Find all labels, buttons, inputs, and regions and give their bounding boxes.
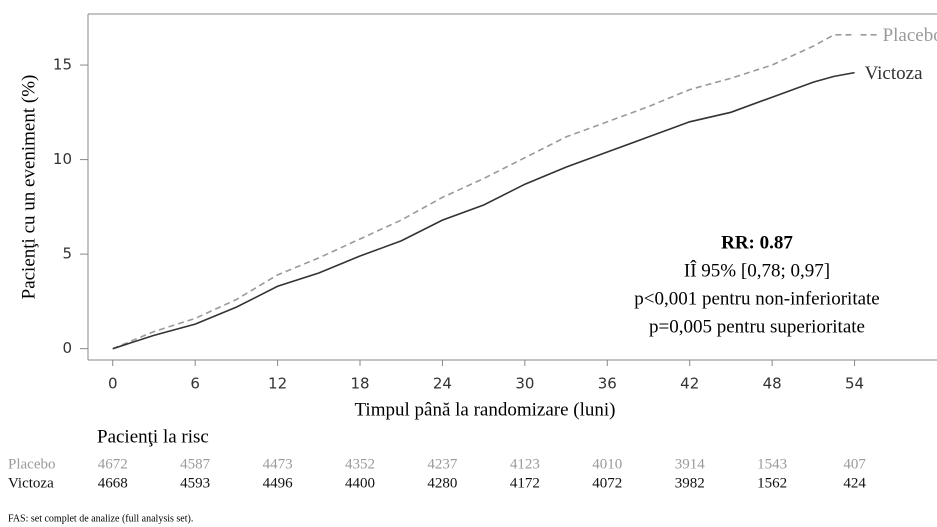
risk-value: 4672 [98, 456, 128, 472]
series-label: Placebo [883, 25, 937, 46]
series-line [112, 71, 855, 350]
risk-value: 4587 [180, 456, 211, 472]
x-tick-label: 36 [598, 375, 617, 393]
x-tick-label: 42 [680, 375, 699, 393]
y-axis-label: Pacienţi cu un eveniment (%) [18, 75, 39, 300]
x-tick-label: 30 [515, 375, 534, 393]
y-tick-label: 5 [62, 245, 72, 263]
risk-value: 3914 [675, 456, 706, 472]
risk-value: 4280 [427, 475, 457, 491]
risk-value: 4237 [427, 456, 458, 472]
x-tick-label: 48 [763, 375, 782, 393]
risk-table-title: Pacienţi la risc [97, 426, 209, 447]
y-tick-label: 10 [53, 150, 72, 168]
risk-value: 1562 [757, 475, 787, 491]
risk-row-name: Victoza [8, 475, 54, 491]
footnote: FAS: set complet de analize (full analys… [8, 513, 193, 524]
risk-value: 4593 [180, 475, 210, 491]
series-line [112, 34, 855, 350]
risk-value: 4123 [510, 456, 540, 472]
x-tick-label: 6 [190, 375, 200, 393]
risk-value: 4668 [98, 475, 128, 491]
risk-value: 3982 [675, 475, 705, 491]
annotation: p=0,005 pentru superioritate [649, 316, 865, 337]
risk-value: 4072 [592, 475, 622, 491]
risk-value: 4010 [592, 456, 622, 472]
x-tick-label: 24 [433, 375, 452, 393]
risk-value: 4400 [345, 475, 375, 491]
x-axis-label: Timpul până la randomizare (luni) [354, 399, 615, 420]
x-tick-label: 12 [268, 375, 287, 393]
annotation: p<0,001 pentru non-inferioritate [634, 288, 880, 309]
risk-value: 407 [843, 456, 866, 472]
x-tick-label: 18 [350, 375, 369, 393]
risk-value: 4496 [263, 475, 294, 491]
risk-value: 4352 [345, 456, 375, 472]
y-tick-label: 15 [53, 56, 72, 74]
risk-value: 424 [843, 475, 866, 491]
series-label: Victoza [865, 63, 924, 84]
annotation: RR: 0.87 [721, 232, 793, 253]
x-tick-label: 0 [108, 375, 118, 393]
risk-value: 4172 [510, 475, 540, 491]
annotation: IÎ 95% [0,78; 0,97] [684, 259, 830, 281]
risk-value: 1543 [757, 456, 787, 472]
risk-value: 4473 [263, 456, 293, 472]
risk-row-name: Placebo [8, 456, 55, 472]
x-tick-label: 54 [845, 375, 864, 393]
y-tick-label: 0 [62, 339, 72, 357]
